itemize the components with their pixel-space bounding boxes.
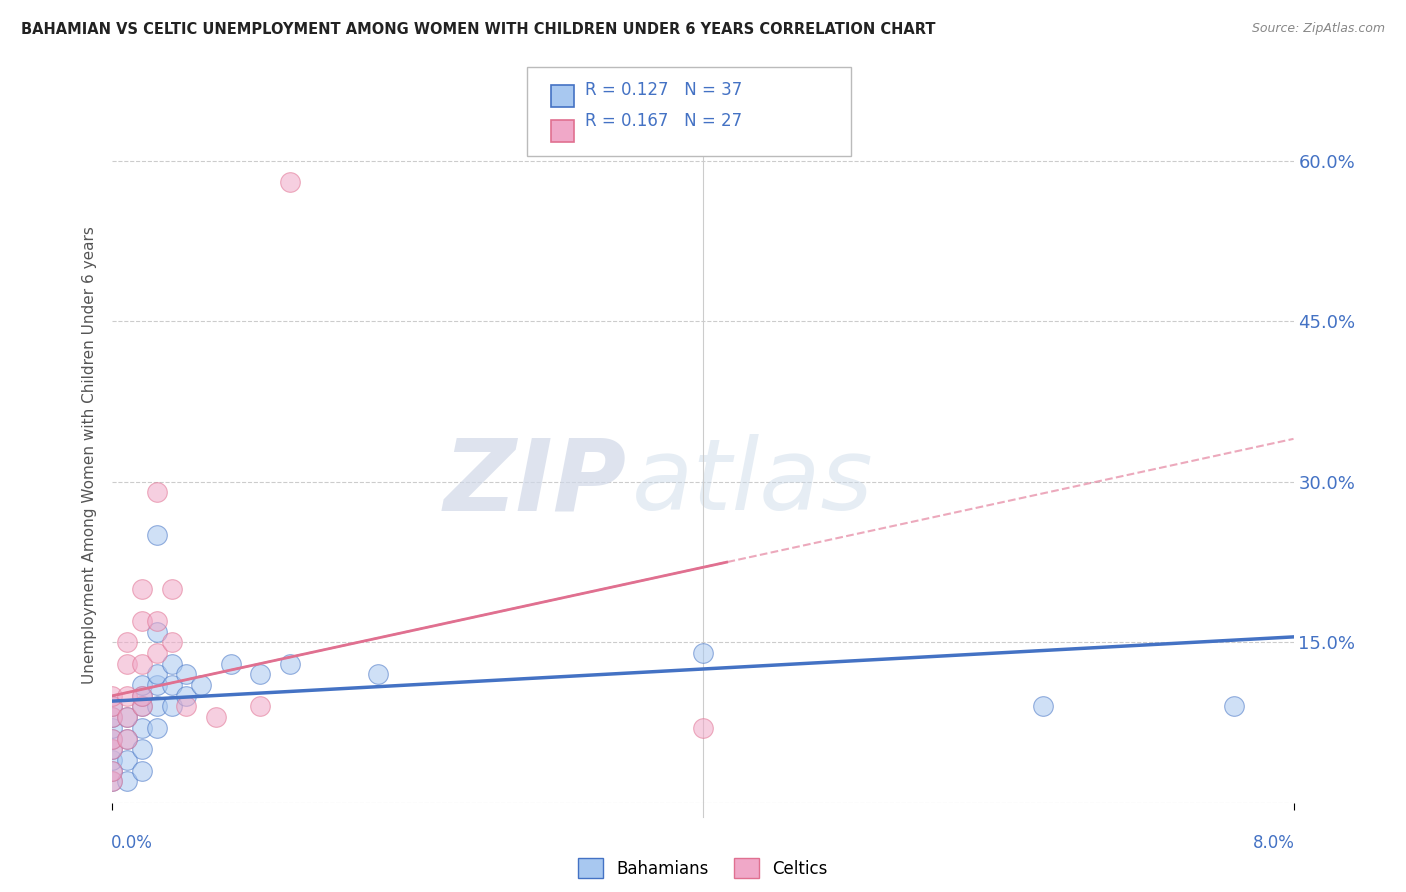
Point — [160, 635, 183, 649]
Point — [117, 753, 138, 767]
Point — [278, 657, 301, 671]
Text: Source: ZipAtlas.com: Source: ZipAtlas.com — [1251, 22, 1385, 36]
Point — [219, 657, 242, 671]
Y-axis label: Unemployment Among Women with Children Under 6 years: Unemployment Among Women with Children U… — [82, 226, 97, 684]
Point — [174, 699, 197, 714]
Legend: Bahamians, Celtics: Bahamians, Celtics — [572, 851, 834, 885]
Point — [117, 774, 138, 789]
Point — [131, 699, 153, 714]
Point — [101, 710, 124, 724]
Point — [174, 689, 197, 703]
Point — [1032, 699, 1054, 714]
Point — [101, 774, 124, 789]
Point — [146, 678, 169, 692]
Point — [101, 731, 124, 746]
Point — [131, 764, 153, 778]
Point — [101, 764, 124, 778]
Point — [249, 699, 271, 714]
Point — [131, 657, 153, 671]
Point — [146, 614, 169, 628]
Point — [101, 742, 124, 756]
Point — [174, 667, 197, 681]
Point — [160, 582, 183, 596]
Point — [101, 699, 124, 714]
Point — [146, 528, 169, 542]
Point — [146, 721, 169, 735]
Point — [131, 699, 153, 714]
Point — [692, 646, 714, 660]
Point — [101, 731, 124, 746]
Point — [131, 614, 153, 628]
Point — [160, 678, 183, 692]
Point — [278, 175, 301, 189]
Point — [146, 667, 169, 681]
Point — [101, 699, 124, 714]
Text: R = 0.167   N = 27: R = 0.167 N = 27 — [585, 112, 742, 129]
Point — [101, 710, 124, 724]
Text: 8.0%: 8.0% — [1253, 834, 1295, 852]
Text: ZIP: ZIP — [443, 434, 626, 532]
Text: R = 0.127   N = 37: R = 0.127 N = 37 — [585, 81, 742, 99]
Point — [101, 721, 124, 735]
Point — [101, 689, 124, 703]
Point — [692, 721, 714, 735]
Point — [190, 678, 212, 692]
Point — [131, 721, 153, 735]
Point — [117, 731, 138, 746]
Point — [146, 646, 169, 660]
Point — [131, 689, 153, 703]
Point — [101, 742, 124, 756]
Point — [146, 485, 169, 500]
Point — [117, 657, 138, 671]
Point — [205, 710, 228, 724]
Point — [146, 624, 169, 639]
Point — [367, 667, 389, 681]
Point — [1223, 699, 1246, 714]
Text: 0.0%: 0.0% — [111, 834, 153, 852]
Point — [146, 699, 169, 714]
Point — [249, 667, 271, 681]
Text: atlas: atlas — [633, 434, 873, 532]
Point — [117, 635, 138, 649]
Point — [101, 764, 124, 778]
Point — [131, 678, 153, 692]
Point — [131, 689, 153, 703]
Point — [117, 731, 138, 746]
Point — [131, 742, 153, 756]
Text: BAHAMIAN VS CELTIC UNEMPLOYMENT AMONG WOMEN WITH CHILDREN UNDER 6 YEARS CORRELAT: BAHAMIAN VS CELTIC UNEMPLOYMENT AMONG WO… — [21, 22, 935, 37]
Point — [117, 710, 138, 724]
Point — [117, 689, 138, 703]
Point — [117, 710, 138, 724]
Point — [160, 699, 183, 714]
Point — [101, 753, 124, 767]
Point — [160, 657, 183, 671]
Point — [131, 582, 153, 596]
Point — [101, 774, 124, 789]
